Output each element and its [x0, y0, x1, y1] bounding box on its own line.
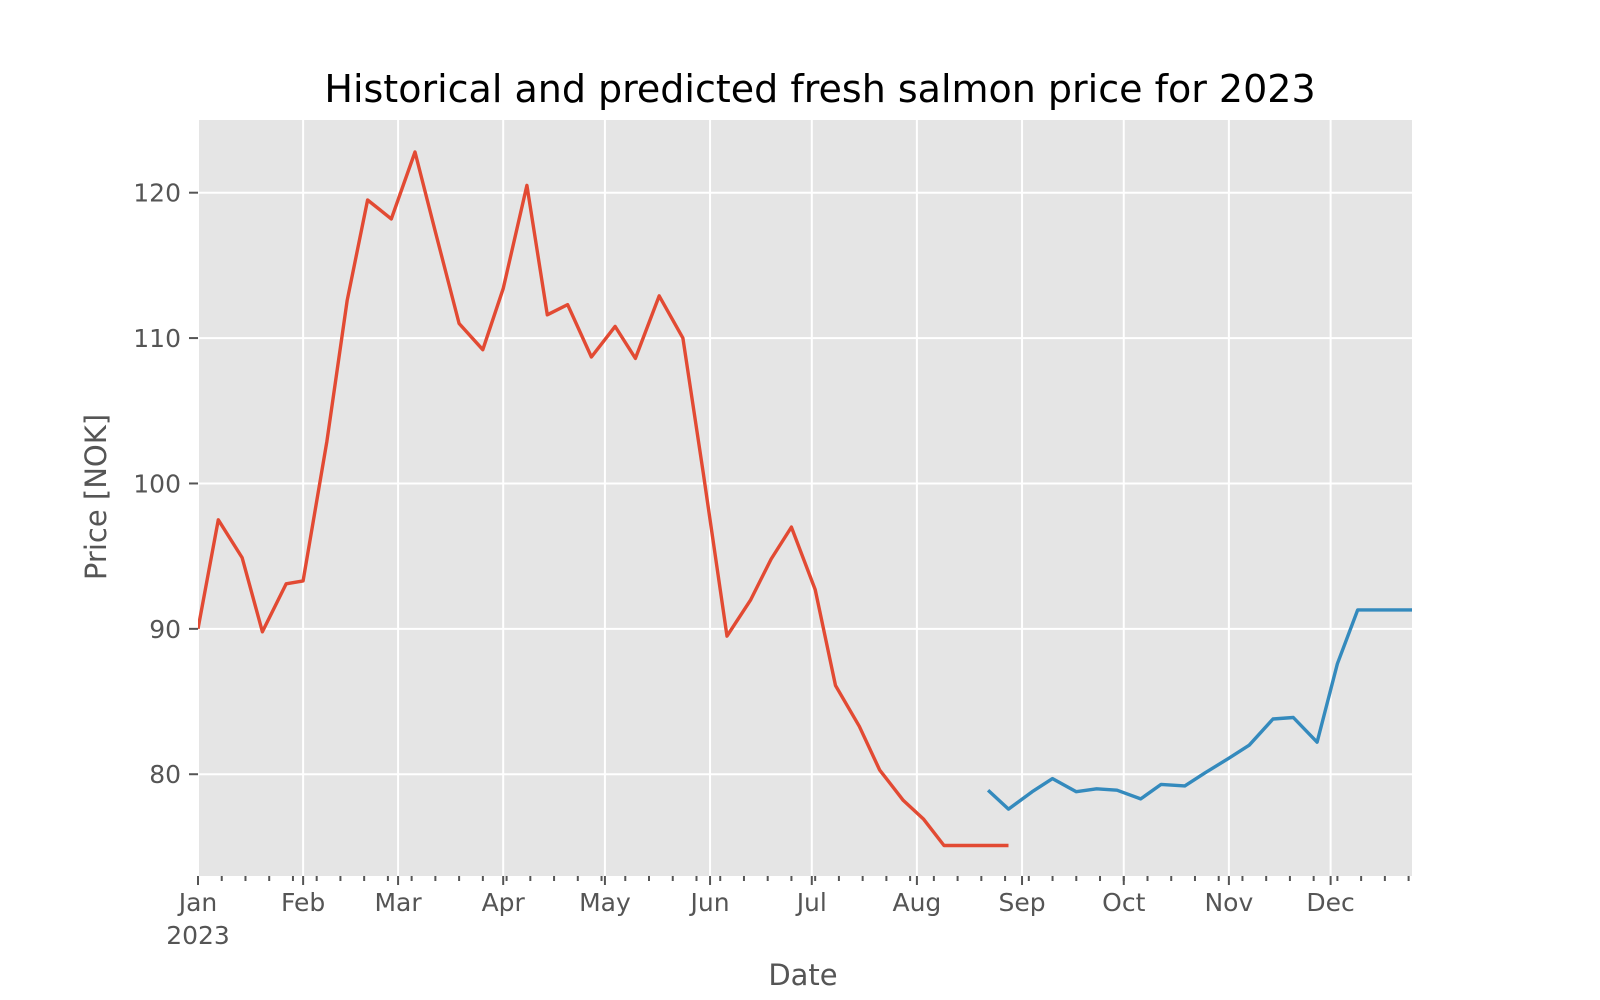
series-layer	[198, 150, 1412, 848]
y-tick-label: 80	[149, 760, 181, 789]
x-tick-label: Feb	[281, 888, 325, 917]
series-line-1	[198, 150, 1009, 848]
chart-title: Historical and predicted fresh salmon pr…	[324, 67, 1315, 111]
x-tick-label: Mar	[374, 888, 422, 917]
y-tick-label: 120	[133, 179, 181, 208]
y-axis-label: Price [NOK]	[79, 414, 113, 580]
y-tick-label: 110	[133, 324, 181, 353]
grid	[197, 120, 1412, 876]
x-tick-label: Dec	[1306, 888, 1354, 917]
x-tick-label-year: 2023	[166, 921, 230, 950]
y-tick-label: 100	[133, 469, 181, 498]
x-tick-label: Jun	[689, 888, 730, 917]
x-tick-label: Oct	[1102, 888, 1145, 917]
x-tick-label: Jul	[795, 888, 827, 917]
y-tick-label: 90	[149, 615, 181, 644]
x-tick-label: May	[579, 888, 631, 917]
x-axis-label: Date	[768, 958, 837, 992]
x-axis: Jan 2023 Feb Mar Apr May Jun Jul Aug Sep Oct Nov Dec	[166, 876, 1410, 950]
y-axis: 80 90 100 110 120	[133, 179, 198, 789]
x-tick-label: Sep	[998, 888, 1045, 917]
x-tick-label: Apr	[482, 888, 526, 917]
x-tick-label: Jan	[177, 888, 218, 917]
x-tick-label: Aug	[892, 888, 941, 917]
x-tick-label: Nov	[1204, 888, 1253, 917]
series-line-2	[986, 608, 1412, 811]
plot-area	[198, 120, 1412, 876]
